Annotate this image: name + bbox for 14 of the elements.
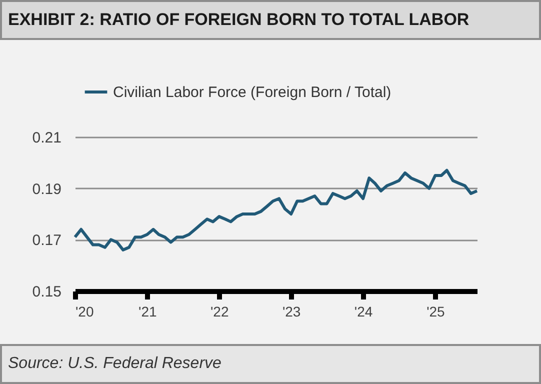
chart-title: EXHIBIT 2: RATIO OF FOREIGN BORN TO TOTAL LABOR [0, 0, 541, 40]
x-tick-label: '20 [76, 304, 94, 320]
y-tick-label: 0.15 [32, 284, 62, 300]
x-tick-label: '23 [282, 304, 301, 320]
line-series [74, 168, 478, 252]
legend-label: Civilian Labor Force (Foreign Born / Total) [113, 84, 392, 101]
y-tick-label: 0.17 [32, 232, 62, 250]
x-tick-label: '22 [210, 304, 229, 320]
source-note: Source: U.S. Federal Reserve [0, 344, 541, 384]
x-tick-label: '24 [354, 304, 373, 320]
x-tick-label: '21 [138, 304, 157, 320]
y-tick-label: 0.19 [32, 180, 62, 198]
y-tick-label: 0.21 [32, 130, 62, 146]
x-tick-label: '25 [426, 304, 446, 320]
